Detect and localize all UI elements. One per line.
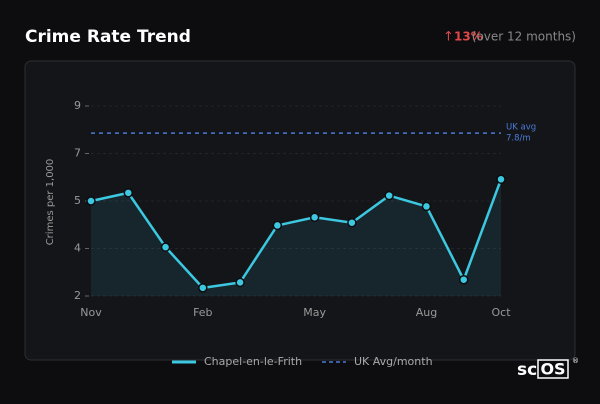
x-tick-label: Oct: [491, 306, 511, 319]
logo-os: OS: [540, 360, 565, 379]
legend-label: Chapel-en-le-Frith: [204, 355, 302, 368]
point: [160, 242, 171, 252]
logo-box: [537, 359, 569, 379]
y-tick-label: 2: [74, 289, 81, 302]
point: [272, 220, 283, 231]
point: [235, 277, 245, 288]
x-tick-label: Nov: [80, 306, 102, 319]
reference-annotation: 7.8/m: [506, 134, 531, 144]
change-arrow: ↑: [443, 30, 454, 45]
line: [90, 178, 503, 290]
x-tick-label: May: [303, 306, 326, 319]
y-tick-label: 7: [74, 147, 81, 160]
change-value: 13%: [454, 30, 483, 44]
logo-mark: ®: [572, 357, 579, 365]
area: [91, 179, 501, 296]
title: Crime Rate Trend: [25, 27, 191, 47]
point: [496, 174, 506, 185]
x-tick-label: Feb: [193, 306, 212, 319]
point: [309, 212, 320, 223]
point: [86, 196, 96, 206]
point: [458, 274, 469, 285]
y-tick-label: 4: [74, 242, 81, 255]
panel: [24, 60, 576, 361]
point: [347, 217, 357, 228]
x-tick-label: Aug: [416, 306, 437, 319]
y-tick-label: 5: [74, 194, 81, 207]
point: [123, 188, 134, 198]
point: [198, 283, 208, 293]
y-tick-label: 9: [74, 99, 81, 112]
change-note: (over 12 months): [472, 30, 576, 44]
point: [421, 201, 432, 212]
reference-annotation: UK avg: [506, 123, 536, 133]
logo-text: sc: [517, 360, 537, 380]
point: [384, 190, 394, 201]
legend-label: UK Avg/month: [354, 355, 433, 368]
y-axis-label: Crimes per 1,000: [45, 159, 56, 246]
